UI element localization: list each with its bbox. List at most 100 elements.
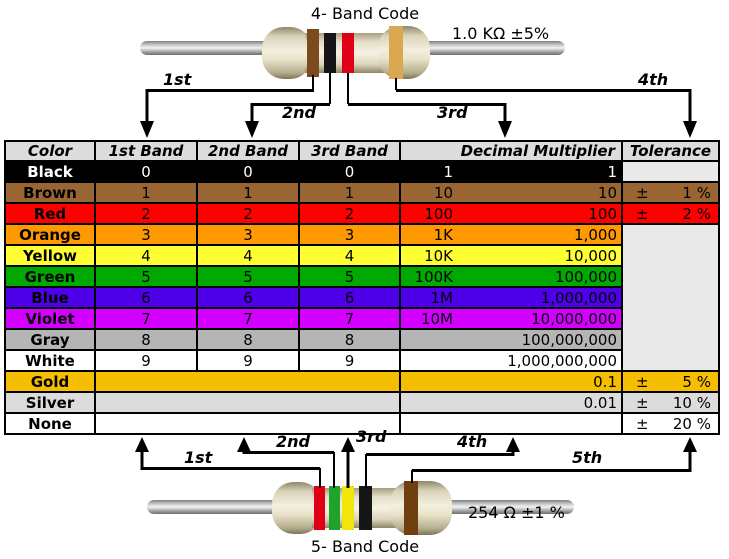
row-red: Red 2 2 2 100 100 ±2 %: [4, 202, 720, 225]
band-yellow: [342, 486, 354, 530]
multiplier-prefix: 100: [424, 204, 453, 223]
band-cell: 8: [298, 328, 401, 351]
multiplier-cell: 0.01: [399, 391, 623, 414]
multiplier-prefix: 10: [433, 183, 453, 202]
band-cell: 9: [298, 349, 401, 372]
band-cell: 7: [94, 307, 198, 330]
band-cell: 4: [94, 244, 198, 267]
bottom-arrow-label-3rd: 3rd: [356, 427, 387, 446]
row-gray: Gray 8 8 8 100,000,000: [4, 328, 719, 351]
multiplier-value: 1,000: [574, 225, 617, 244]
tolerance-cell: ±1 %: [621, 181, 720, 204]
bottom-resistor-body: [312, 488, 397, 528]
multiplier-value: 100: [588, 204, 617, 223]
color-cell: Green: [4, 265, 96, 288]
band-black: [324, 33, 336, 73]
multiplier-cell: 10K 10,000: [399, 244, 623, 267]
color-code-table-body: Color 1st Band 2nd Band 3rd Band Decimal Mul…: [4, 140, 720, 435]
five-band-title: 5- Band Code: [310, 537, 420, 556]
band-cell: 2: [94, 202, 198, 225]
multiplier-cell: 100K 100,000: [399, 265, 623, 288]
multiplier-prefix: 1K: [433, 225, 453, 244]
band-cell: 8: [196, 328, 300, 351]
tolerance-cell: ±20 %: [621, 412, 720, 435]
tolerance-value: 10 %: [672, 393, 711, 412]
multiplier-value: 100,000: [554, 267, 617, 286]
band-cell: 6: [196, 286, 300, 309]
color-cell: Blue: [4, 286, 96, 309]
row-violet: Violet 7 7 7 10M 10,000,000: [4, 307, 719, 330]
top-arrow-3rd: [347, 73, 512, 138]
tolerance-value: 1 %: [682, 183, 711, 202]
header-row: Color 1st Band 2nd Band 3rd Band Decimal Mul…: [4, 140, 720, 162]
top-arrow-label-2nd: 2nd: [282, 103, 316, 122]
multiplier-value: 10,000,000: [531, 309, 617, 328]
band-cell: 0: [196, 160, 300, 183]
band-brown: [307, 29, 319, 77]
color-cell: Brown: [4, 181, 96, 204]
band-cell: 2: [298, 202, 401, 225]
four-band-title: 4- Band Code: [310, 4, 420, 23]
tolerance-value: 20 %: [672, 414, 711, 433]
multiplier-prefix: 10K: [424, 246, 453, 265]
tolerance-cell: ±10 %: [621, 391, 720, 414]
row-yellow: Yellow 4 4 4 10K 10,000: [4, 244, 719, 267]
band-green: [329, 486, 340, 530]
multiplier-prefix: 1M: [430, 288, 454, 307]
row-gold: Gold 0.1 ±5 %: [4, 370, 720, 393]
bottom-arrow-4th: [365, 437, 520, 488]
row-none: None ±20 %: [4, 412, 720, 435]
multiplier-prefix: 10M: [420, 309, 453, 328]
band-red: [314, 486, 325, 530]
band-cell: 1: [94, 181, 198, 204]
bands-merged-cell: [94, 391, 401, 414]
bands-merged-cell: [94, 412, 401, 435]
band-cell: 5: [196, 265, 300, 288]
header-decimal-multiplier: Decimal Multiplier: [399, 140, 623, 162]
color-cell: Yellow: [4, 244, 96, 267]
row-orange: Orange 3 3 3 1K 1,000: [4, 223, 720, 372]
tolerance-cell: ±2 %: [621, 202, 720, 225]
band-cell: 7: [196, 307, 300, 330]
bottom-resistor-value: 254 Ω ±1 %: [468, 503, 565, 522]
color-cell: Black: [4, 160, 96, 183]
band-cell: 1: [196, 181, 300, 204]
bands-merged-cell: [94, 370, 401, 393]
multiplier-value: 1: [607, 162, 617, 181]
multiplier-value: 0.1: [593, 372, 617, 391]
multiplier-prefix: 100K: [414, 267, 453, 286]
bottom-arrow-3rd: [341, 437, 355, 488]
multiplier-cell: 10 10: [399, 181, 623, 204]
bottom-arrow-label-4th: 4th: [457, 432, 488, 451]
multiplier-cell: 1,000,000,000: [399, 349, 623, 372]
band-gold: [389, 26, 403, 79]
plus-minus-sign: ±: [636, 183, 649, 202]
bottom-arrow-label-5th: 5th: [572, 448, 603, 467]
top-resistor-value: 1.0 KΩ ±5%: [452, 24, 550, 43]
bottom-arrow-label-2nd: 2nd: [276, 432, 310, 451]
multiplier-value: 10,000: [564, 246, 618, 265]
color-cell: Red: [4, 202, 96, 225]
band-cell: 5: [298, 265, 401, 288]
color-code-table: Color 1st Band 2nd Band 3rd Band Decimal Mul…: [4, 140, 720, 435]
multiplier-cell: 10M 10,000,000: [399, 307, 623, 330]
row-silver: Silver 0.01 ±10 %: [4, 391, 720, 414]
header-1st-band: 1st Band: [94, 140, 198, 162]
multiplier-cell: 100,000,000: [399, 328, 623, 351]
top-arrow-label-1st: 1st: [163, 70, 192, 89]
band-cell: 4: [298, 244, 401, 267]
band-cell: 2: [196, 202, 300, 225]
tolerance-value: 2 %: [682, 204, 711, 223]
header-tolerance: Tolerance: [621, 140, 720, 162]
color-cell: Silver: [4, 391, 96, 414]
color-cell: None: [4, 412, 96, 435]
band-cell: 7: [298, 307, 401, 330]
row-green: Green 5 5 5 100K 100,000: [4, 265, 719, 288]
multiplier-value: 0.01: [583, 393, 617, 412]
plus-minus-sign: ±: [636, 414, 649, 433]
plus-minus-sign: ±: [636, 393, 649, 412]
band-cell: 8: [94, 328, 198, 351]
top-resistor-left-cap: [262, 27, 312, 79]
